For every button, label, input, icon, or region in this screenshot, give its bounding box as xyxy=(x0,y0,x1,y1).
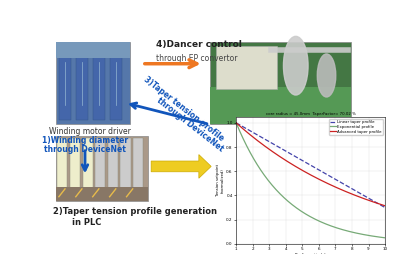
X-axis label: Radius ratio (r): Radius ratio (r) xyxy=(295,253,326,254)
Bar xyxy=(57,138,67,199)
Advanced taper profile xyxy=(369,200,374,203)
Line: Linear taper profile: Linear taper profile xyxy=(236,123,385,208)
Text: through DeviceNet: through DeviceNet xyxy=(44,145,126,154)
Bar xyxy=(56,42,130,58)
Text: in PLC: in PLC xyxy=(72,218,101,227)
Bar xyxy=(70,138,80,199)
Bar xyxy=(56,187,148,201)
Advanced taper profile xyxy=(325,182,330,185)
Text: 4)Dancer control: 4)Dancer control xyxy=(156,40,242,49)
Linear taper profile xyxy=(359,193,364,196)
Line: Advanced taper profile: Advanced taper profile xyxy=(236,123,385,206)
Exponential profile xyxy=(325,223,330,226)
Text: 1)Winding diameter: 1)Winding diameter xyxy=(42,136,128,145)
Linear taper profile xyxy=(322,172,327,175)
Advanced taper profile xyxy=(234,122,239,125)
Bar xyxy=(83,138,93,199)
Ellipse shape xyxy=(317,54,336,97)
Linear taper profile xyxy=(325,173,330,176)
Text: 2)Taper tension profile generation: 2)Taper tension profile generation xyxy=(53,207,217,215)
Bar xyxy=(76,46,88,120)
Bar xyxy=(210,42,351,124)
Advanced taper profile xyxy=(383,204,387,207)
Advanced taper profile xyxy=(322,181,327,184)
Bar xyxy=(108,138,118,199)
Text: through EP convertor: through EP convertor xyxy=(156,54,237,63)
Bar xyxy=(110,46,122,120)
Bar xyxy=(216,46,277,89)
Text: through DeviceNet: through DeviceNet xyxy=(154,96,225,153)
Bar xyxy=(95,138,105,199)
Legend: Linear taper profile, Exponential profile, Advanced taper profile: Linear taper profile, Exponential profil… xyxy=(330,119,383,135)
Bar xyxy=(93,46,105,120)
FancyArrow shape xyxy=(151,155,211,178)
Bar xyxy=(56,42,130,124)
Advanced taper profile xyxy=(234,121,239,124)
Exponential profile xyxy=(234,121,239,124)
Exponential profile xyxy=(383,236,387,239)
Linear taper profile xyxy=(383,206,387,209)
Exponential profile xyxy=(322,222,327,225)
Exponential profile xyxy=(322,222,327,225)
Linear taper profile xyxy=(234,121,239,124)
Exponential profile xyxy=(359,233,364,236)
Bar xyxy=(133,138,143,199)
Bar xyxy=(56,136,148,201)
Exponential profile xyxy=(234,123,239,126)
Bar xyxy=(210,87,351,124)
Linear taper profile xyxy=(322,171,327,174)
Linear taper profile xyxy=(234,122,239,125)
Title: core radius = 45.0mm  TaperFactor= 70.02 %: core radius = 45.0mm TaperFactor= 70.02 … xyxy=(266,112,356,116)
Text: Winding motor driver: Winding motor driver xyxy=(49,127,131,136)
Advanced taper profile xyxy=(322,180,327,183)
Bar xyxy=(59,46,71,120)
Linear taper profile xyxy=(369,198,374,201)
Y-axis label: Tension setpoint
(normalized): Tension setpoint (normalized) xyxy=(216,164,225,196)
Ellipse shape xyxy=(283,36,308,95)
Bar xyxy=(120,138,131,199)
Advanced taper profile xyxy=(359,196,364,199)
Line: Exponential profile: Exponential profile xyxy=(236,123,385,238)
Text: 3)Taper tension profile: 3)Taper tension profile xyxy=(142,75,225,143)
Exponential profile xyxy=(369,234,374,237)
